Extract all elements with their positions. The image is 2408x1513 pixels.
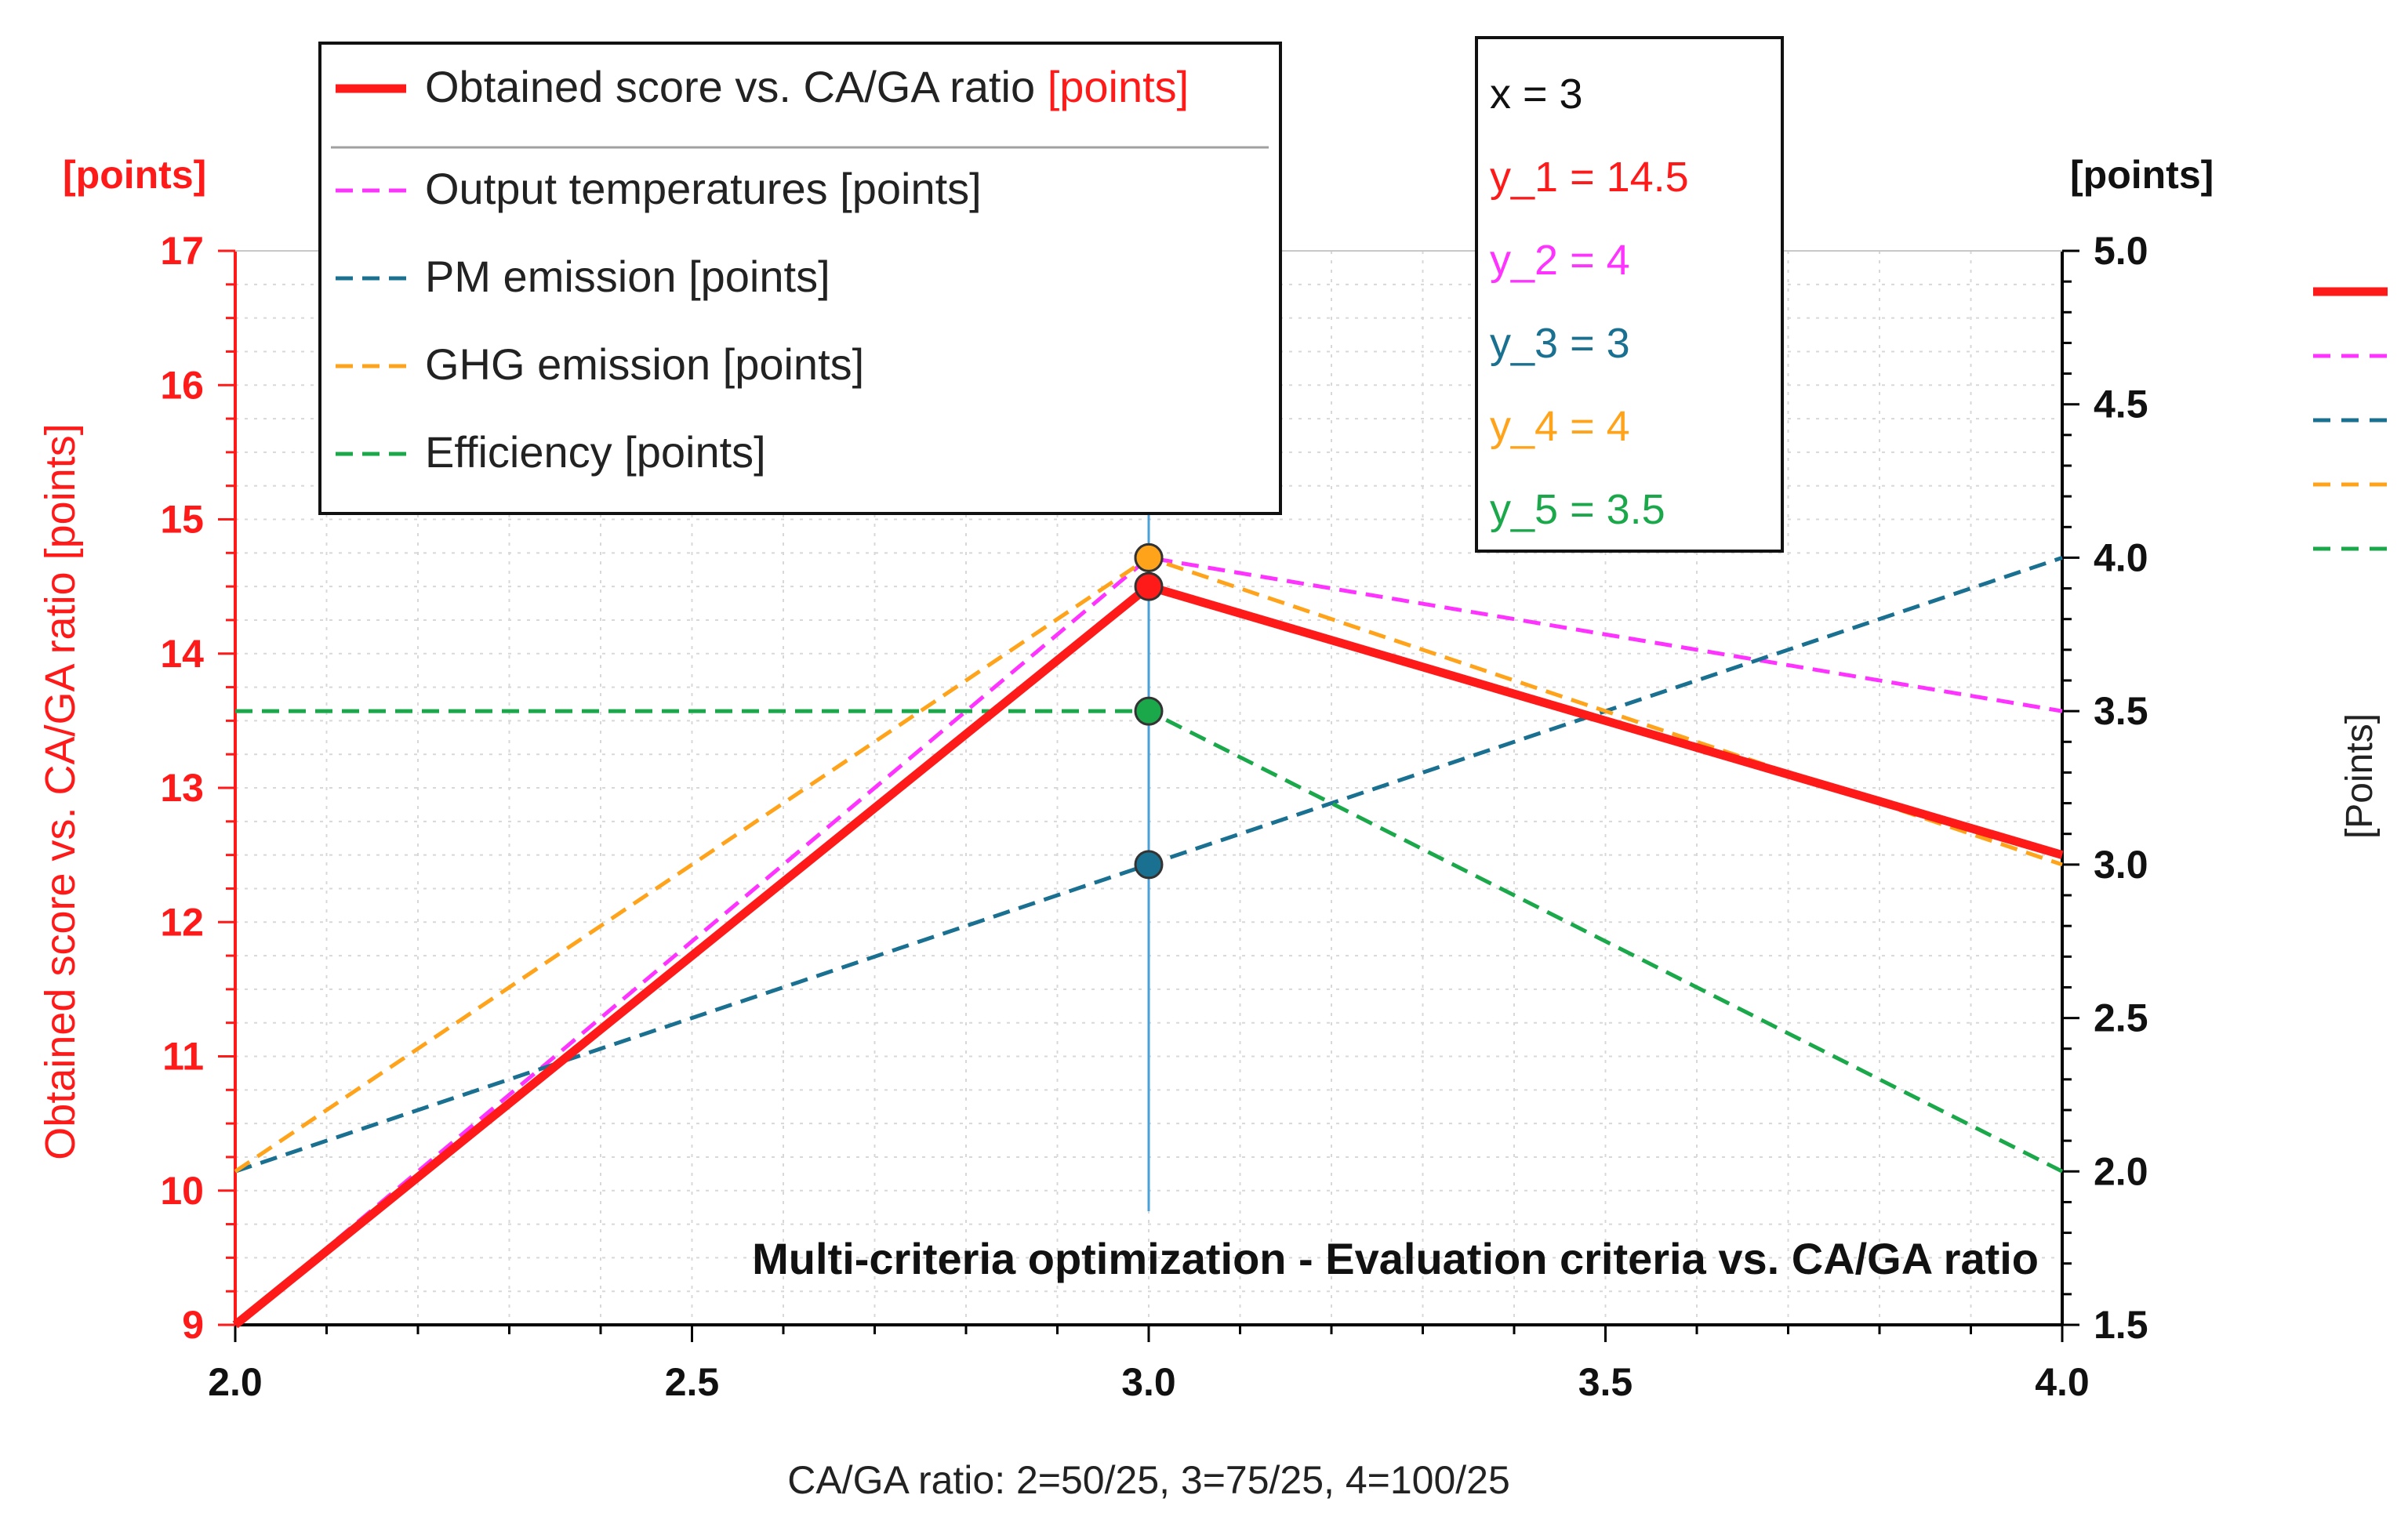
cursor-readout: x = 3 y_1 = 14.5 y_2 = 4 y_3 = 3 y_4 = 4 y_5 … <box>1475 36 1784 553</box>
cursor-markers <box>1134 542 1164 880</box>
right-tick-label: 4.5 <box>2094 383 2148 426</box>
right-tick-label: 2.5 <box>2094 996 2148 1040</box>
left-tick-label: 12 <box>160 900 204 944</box>
left-tick-label: 10 <box>160 1169 204 1213</box>
readout-line: y_2 = 4 <box>1490 237 1630 284</box>
chart-title: Multi-criteria optimization - Evaluation… <box>752 1234 2039 1283</box>
cursor-marker-5 <box>1134 696 1164 726</box>
readout-line: y_1 = 14.5 <box>1490 154 1689 201</box>
legend-label: Output temperatures [points] <box>425 164 982 213</box>
cursor-marker-1 <box>1134 571 1164 601</box>
readout-line: x = 3 <box>1490 71 1583 118</box>
legend-label: Obtained score vs. CA/GA ratio [points] <box>425 62 1189 111</box>
legend-label: PM emission [points] <box>425 252 830 301</box>
x-tick-label: 3.5 <box>1578 1360 1633 1404</box>
left-tick-label: 11 <box>162 1035 204 1079</box>
readout-line: y_5 = 3.5 <box>1490 486 1665 533</box>
readout-line: y_3 = 3 <box>1490 320 1630 367</box>
left-tick-label: 15 <box>160 498 204 542</box>
right-axis-title: [Points] <box>2339 713 2381 839</box>
right-axis-unit-label: [points] <box>2070 153 2214 197</box>
left-tick-label: 16 <box>160 363 204 407</box>
legend: Obtained score vs. CA/GA ratio [points] O… <box>318 42 1282 515</box>
x-tick-label: 2.5 <box>665 1360 720 1404</box>
cursor-marker-4 <box>1134 542 1164 572</box>
readout-box <box>1475 36 1784 553</box>
left-tick-label: 14 <box>160 632 204 676</box>
x-tick-label: 2.0 <box>208 1360 263 1404</box>
x-tick-label: 3.0 <box>1121 1360 1176 1404</box>
right-tick-label: 5.0 <box>2094 229 2148 273</box>
readout-line: y_4 = 4 <box>1490 403 1630 450</box>
right-tick-label: 4.0 <box>2094 535 2148 579</box>
x-axis-title: CA/GA ratio: 2=50/25, 3=75/25, 4=100/25 <box>787 1458 1510 1502</box>
legend-label: Efficiency [points] <box>425 427 766 477</box>
right-tick-label: 2.0 <box>2094 1149 2148 1193</box>
left-tick-label: 9 <box>182 1303 204 1347</box>
cursor-marker-3 <box>1134 850 1164 880</box>
left-axis-title: Obtained score vs. CA/GA ratio [points] <box>37 423 84 1159</box>
right-tick-label: 3.5 <box>2094 689 2148 733</box>
left-tick-label: 17 <box>160 229 204 273</box>
side-legend <box>2313 287 2388 551</box>
legend-label: GHG emission [points] <box>425 339 864 389</box>
left-axis-unit-label: [points] <box>63 153 206 197</box>
ticks: 2.0 2.5 3.0 3.5 4.0 9 10 11 12 13 14 15 16 17 1.5 2.0 2.… <box>160 229 2148 1404</box>
left-tick-label: 13 <box>160 766 204 810</box>
x-tick-label: 4.0 <box>2035 1360 2090 1404</box>
right-tick-label: 3.0 <box>2094 843 2148 887</box>
legend-box <box>318 42 1282 515</box>
right-tick-label: 1.5 <box>2094 1303 2148 1347</box>
